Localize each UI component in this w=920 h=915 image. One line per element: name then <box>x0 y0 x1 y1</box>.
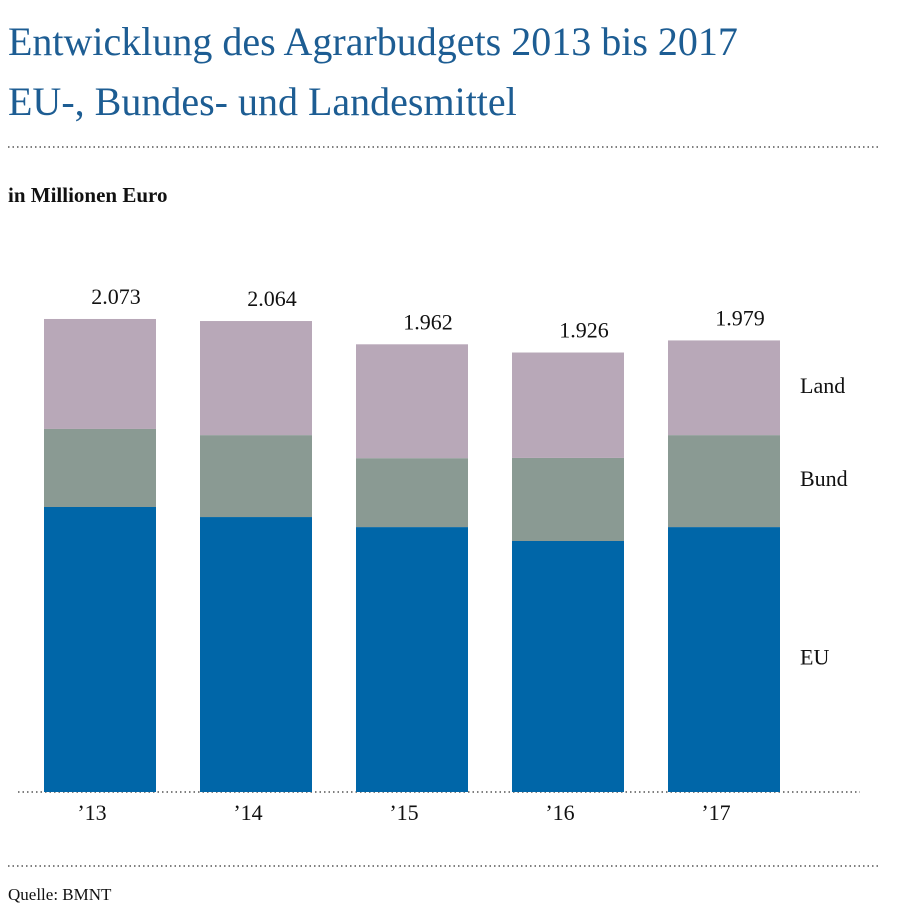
x-tick-label: ’13 <box>77 800 106 825</box>
total-label: 1.979 <box>715 305 765 330</box>
x-tick-label: ’15 <box>389 800 418 825</box>
x-tick-label: ’14 <box>233 800 262 825</box>
bar-segment <box>200 321 312 436</box>
bar-segment <box>44 507 156 792</box>
bar-segment <box>44 428 156 508</box>
unit-label: in Millionen Euro <box>8 183 167 207</box>
bar-segment <box>200 435 312 518</box>
bar-segment <box>200 517 312 792</box>
total-label: 1.926 <box>559 318 609 343</box>
x-tick-label: ’16 <box>545 800 574 825</box>
bar-segment <box>512 457 624 541</box>
bar-segment <box>668 435 780 528</box>
chart-subtitle: EU-, Bundes- und Landesmittel <box>8 79 517 124</box>
total-label: 1.962 <box>403 309 453 334</box>
bar-segment <box>356 458 468 528</box>
bar-segment <box>668 527 780 792</box>
bar-segment <box>668 340 780 436</box>
legend-label: Land <box>800 373 845 398</box>
bar-segment <box>356 527 468 792</box>
chart-title: Entwicklung des Agrarbudgets 2013 bis 20… <box>8 19 738 64</box>
bar-segment <box>512 352 624 458</box>
x-tick-label: ’17 <box>701 800 730 825</box>
legend-label: Bund <box>800 466 848 491</box>
legend-label: EU <box>800 645 829 670</box>
bar-segment <box>356 344 468 459</box>
bar-segment <box>44 318 156 429</box>
bar-segment <box>512 541 624 792</box>
source: Quelle: BMNT <box>8 885 112 904</box>
total-label: 2.064 <box>247 286 297 311</box>
total-label: 2.073 <box>91 284 141 309</box>
